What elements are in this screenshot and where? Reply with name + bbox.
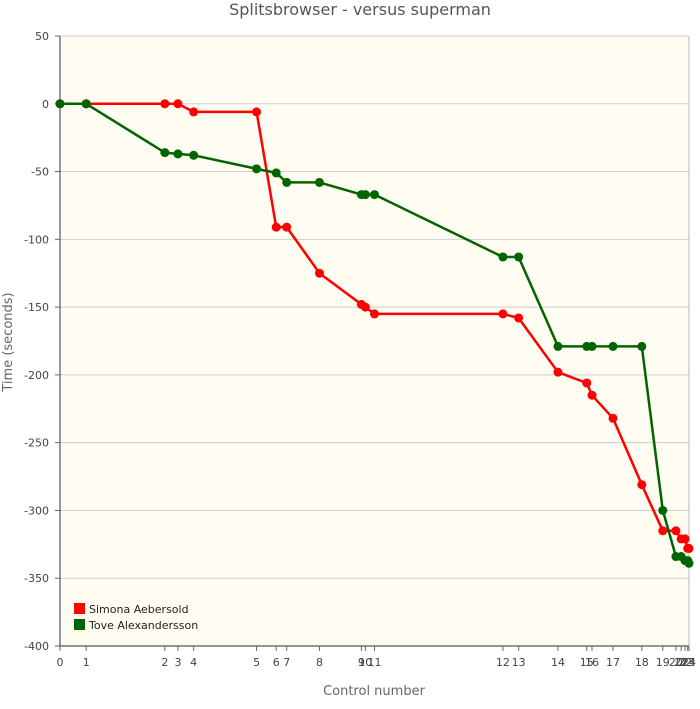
series-1-point bbox=[658, 526, 668, 536]
x-tick-label: 6 bbox=[273, 656, 280, 669]
x-tick-label: 8 bbox=[316, 656, 323, 669]
y-tick-label: 50 bbox=[35, 30, 49, 43]
series-1-point bbox=[189, 107, 199, 117]
series-2-point bbox=[514, 252, 524, 262]
series-2-point bbox=[160, 148, 170, 158]
series-2-point bbox=[81, 99, 91, 109]
series-2-point bbox=[637, 341, 647, 351]
x-tick-label: 18 bbox=[635, 656, 649, 669]
legend-label: Tove Alexandersson bbox=[88, 619, 198, 632]
x-tick-label: 14 bbox=[551, 656, 565, 669]
series-1-point bbox=[271, 222, 281, 232]
x-tick-label: 15 bbox=[580, 656, 594, 669]
y-tick-label: -250 bbox=[24, 437, 49, 450]
series-1-point bbox=[282, 222, 292, 232]
series-2-point bbox=[370, 190, 379, 200]
series-2-point bbox=[587, 341, 597, 351]
legend-label: Simona Aebersold bbox=[89, 603, 189, 616]
y-tick-label: -50 bbox=[31, 166, 49, 179]
x-tick-label: 17 bbox=[606, 656, 620, 669]
series-2-point bbox=[608, 341, 618, 351]
series-1-point bbox=[587, 390, 597, 400]
chart-title: Splitsbrowser - versus superman bbox=[229, 0, 491, 19]
series-2-point bbox=[553, 341, 563, 351]
x-tick-label: 2 bbox=[161, 656, 168, 669]
series-1-point bbox=[498, 309, 508, 319]
x-axis-label: Control number bbox=[323, 684, 426, 699]
series-1-point bbox=[637, 480, 647, 490]
x-tick-label: 21 bbox=[674, 656, 688, 669]
x-tick-label: 7 bbox=[283, 656, 290, 669]
x-tick-label: 20 bbox=[669, 656, 683, 669]
series-2-point bbox=[173, 149, 183, 159]
series-1-point bbox=[514, 313, 524, 323]
series-2-point bbox=[271, 168, 281, 178]
x-tick-label: 5 bbox=[253, 656, 260, 669]
series-2-point bbox=[658, 505, 668, 515]
x-tick-label: 24 bbox=[682, 656, 696, 669]
x-tick-label: 23 bbox=[681, 656, 695, 669]
series-1-point bbox=[160, 99, 170, 109]
series-2-point bbox=[252, 164, 262, 174]
x-tick-label: 13 bbox=[512, 656, 526, 669]
x-tick-label: 16 bbox=[585, 656, 599, 669]
series-1-point bbox=[582, 378, 592, 388]
x-tick-label: 19 bbox=[656, 656, 670, 669]
series-1-point bbox=[684, 543, 694, 553]
series-2-point bbox=[360, 190, 370, 200]
y-tick-label: -150 bbox=[24, 301, 49, 314]
x-tick-label: 12 bbox=[496, 656, 510, 669]
legend: Simona Aebersold Tove Alexandersson bbox=[74, 603, 198, 632]
legend-swatch bbox=[74, 619, 85, 630]
legend-swatch bbox=[74, 603, 85, 614]
series-2-point bbox=[282, 177, 292, 187]
x-tick-label: 11 bbox=[368, 656, 382, 669]
series-1-point bbox=[370, 309, 379, 319]
series-1-point bbox=[608, 413, 618, 423]
series-1-point bbox=[553, 367, 563, 377]
series-2-point bbox=[684, 558, 694, 568]
series-2-point bbox=[189, 150, 199, 160]
x-tick-label: 1 bbox=[83, 656, 90, 669]
y-tick-label: -350 bbox=[24, 572, 49, 585]
x-tick-label: 22 bbox=[678, 656, 692, 669]
series-1-point bbox=[314, 268, 324, 278]
y-tick-label: -300 bbox=[24, 504, 49, 517]
y-tick-label: -100 bbox=[24, 233, 49, 246]
series-2-point bbox=[314, 177, 324, 187]
series-lines bbox=[55, 99, 694, 568]
x-tick-label: 4 bbox=[190, 656, 197, 669]
series-1-point bbox=[360, 302, 370, 312]
y-tick-label: 0 bbox=[42, 98, 49, 111]
y-tick-label: -200 bbox=[24, 369, 49, 382]
series-1-point bbox=[252, 107, 262, 117]
y-axis-label: Time (seconds) bbox=[1, 292, 16, 392]
x-tick-label: 9 bbox=[358, 656, 365, 669]
series-2-point bbox=[55, 99, 65, 109]
x-tick-label: 10 bbox=[358, 656, 372, 669]
series-1-point bbox=[680, 534, 690, 544]
x-tick-label: 3 bbox=[174, 656, 181, 669]
x-tick-label: 0 bbox=[57, 656, 64, 669]
series-2-point bbox=[498, 252, 508, 262]
series-1-point bbox=[173, 99, 183, 109]
y-tick-label: -400 bbox=[24, 640, 49, 653]
series-1-point bbox=[671, 526, 681, 536]
plot-background bbox=[60, 36, 689, 646]
